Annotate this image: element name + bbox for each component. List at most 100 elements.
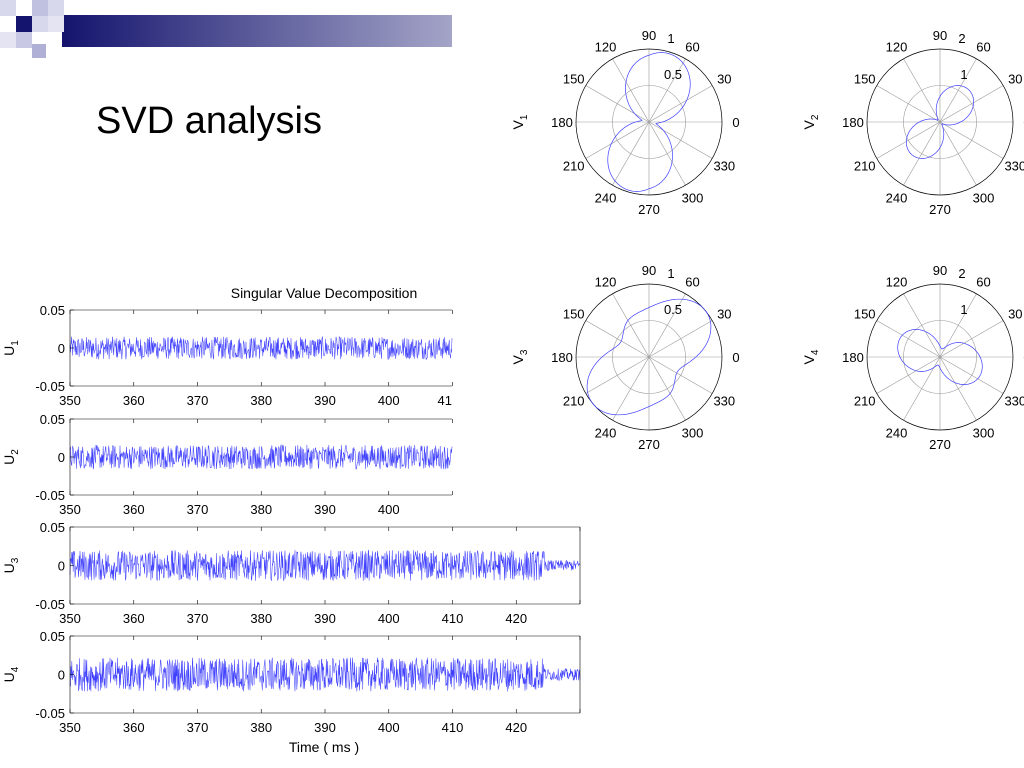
x-tick-label: 370	[187, 720, 209, 735]
angle-label: 120	[595, 40, 617, 55]
angle-label: 240	[886, 190, 908, 205]
polar-trace	[586, 298, 712, 416]
angle-label: 330	[713, 159, 735, 174]
angle-label: 150	[854, 72, 876, 87]
x-tick-label: 390	[314, 611, 336, 626]
ring-label: 1	[960, 67, 967, 82]
x-tick-label: 350	[59, 611, 81, 626]
angle-label: 330	[1004, 159, 1024, 174]
angle-label: 240	[886, 425, 908, 440]
y-tick-label: 0.05	[40, 303, 65, 318]
ring-label: 1	[667, 31, 674, 46]
angle-label: 120	[886, 275, 908, 290]
polar-axis-label: V3	[510, 349, 530, 364]
header-block	[0, 0, 16, 16]
series-line-u3	[69, 549, 581, 581]
angle-label: 240	[595, 425, 617, 440]
angle-label: 180	[842, 115, 864, 130]
ring-label: 1	[667, 266, 674, 281]
x-tick-label: 41	[438, 393, 452, 408]
angle-label: 90	[933, 263, 947, 278]
angle-label: 210	[563, 394, 585, 409]
angle-label: 150	[854, 307, 876, 322]
y-tick-label: 0.05	[40, 520, 65, 535]
polar-outer-ring	[866, 48, 1014, 196]
x-tick-label: 380	[250, 720, 272, 735]
polar-v4: 030609012015018021024027030033012V4	[801, 263, 1024, 452]
polar-outer-ring	[575, 48, 723, 196]
series-line-u1	[69, 336, 453, 360]
polar-ring	[903, 320, 977, 394]
y-tick-label: 0	[58, 559, 65, 574]
polar-spoke	[876, 85, 1004, 159]
x-tick-label: 410	[442, 611, 464, 626]
angle-label: 300	[973, 425, 995, 440]
angle-label: 60	[976, 40, 990, 55]
angle-label: 60	[685, 40, 699, 55]
polar-trace	[905, 85, 975, 159]
angle-label: 210	[854, 159, 876, 174]
x-tick-label: 410	[442, 720, 464, 735]
angle-label: 210	[854, 394, 876, 409]
x-tick-label: 380	[250, 611, 272, 626]
polar-v3: 0 30 60 90 120 150 180 210 240 270 300 330 0.5 1 V3	[510, 263, 740, 452]
header-gradient-bar	[62, 15, 452, 47]
x-tick-label: 360	[123, 611, 145, 626]
polar-spoke	[585, 85, 713, 159]
chart-title: Singular Value Decomposition	[231, 285, 418, 301]
time-series-panels: Singular Value Decomposition -0.05 0 0.05 35…	[1, 285, 581, 755]
angle-label: 90	[642, 28, 656, 43]
y-tick-label: -0.05	[35, 488, 65, 503]
polar-axis-label: V4	[801, 349, 821, 364]
angle-label: 180	[551, 115, 573, 130]
slide-title: SVD analysis	[96, 100, 322, 142]
x-tick-label: 360	[123, 502, 145, 517]
x-tick-label: 400	[378, 720, 400, 735]
ring-label: 2	[958, 31, 965, 46]
polar-ring	[612, 320, 686, 394]
angle-label: 60	[685, 275, 699, 290]
angle-label: 150	[563, 307, 585, 322]
angle-label: 270	[929, 202, 951, 217]
polar-trace	[897, 329, 983, 385]
angle-label: 180	[842, 350, 864, 365]
angle-label: 90	[933, 28, 947, 43]
angle-label: 240	[595, 190, 617, 205]
angle-label: 30	[1008, 307, 1022, 322]
y-tick-label: 0	[58, 450, 65, 465]
polar-v1: 0 30 60 90 120 150 180 210 240 270 300 330 0.5 1 V1	[510, 28, 740, 217]
x-tick-label: 370	[187, 393, 209, 408]
x-tick-label: 370	[187, 611, 209, 626]
y-tick-label: 0	[58, 341, 65, 356]
x-tick-label: 380	[250, 393, 272, 408]
x-tick-label: 420	[505, 720, 527, 735]
x-tick-label: 390	[314, 393, 336, 408]
x-tick-label: 350	[59, 393, 81, 408]
y-tick-label: 0.05	[40, 412, 65, 427]
angle-label: 150	[563, 72, 585, 87]
x-tick-label: 420	[505, 611, 527, 626]
x-tick-label: 400	[378, 611, 400, 626]
angle-label: 300	[973, 190, 995, 205]
polar-v2: 030609012015018021024027030033012V2	[801, 28, 1024, 217]
angle-label: 120	[595, 275, 617, 290]
angle-label: 300	[682, 425, 704, 440]
x-tick-label: 350	[59, 720, 81, 735]
angle-label: 210	[563, 159, 585, 174]
angle-label: 180	[551, 350, 573, 365]
polar-ring	[612, 85, 686, 159]
angle-label: 90	[642, 263, 656, 278]
y-tick-label: -0.05	[35, 597, 65, 612]
ring-label: 0.5	[664, 302, 682, 317]
angle-label: 270	[638, 202, 660, 217]
polar-axis-label: V2	[801, 114, 821, 129]
polar-outer-ring	[866, 283, 1014, 431]
x-tick-label: 400	[378, 393, 400, 408]
x-tick-label: 360	[123, 720, 145, 735]
header-block	[32, 44, 46, 58]
series-line-u2	[69, 444, 453, 470]
header-block	[32, 0, 48, 16]
